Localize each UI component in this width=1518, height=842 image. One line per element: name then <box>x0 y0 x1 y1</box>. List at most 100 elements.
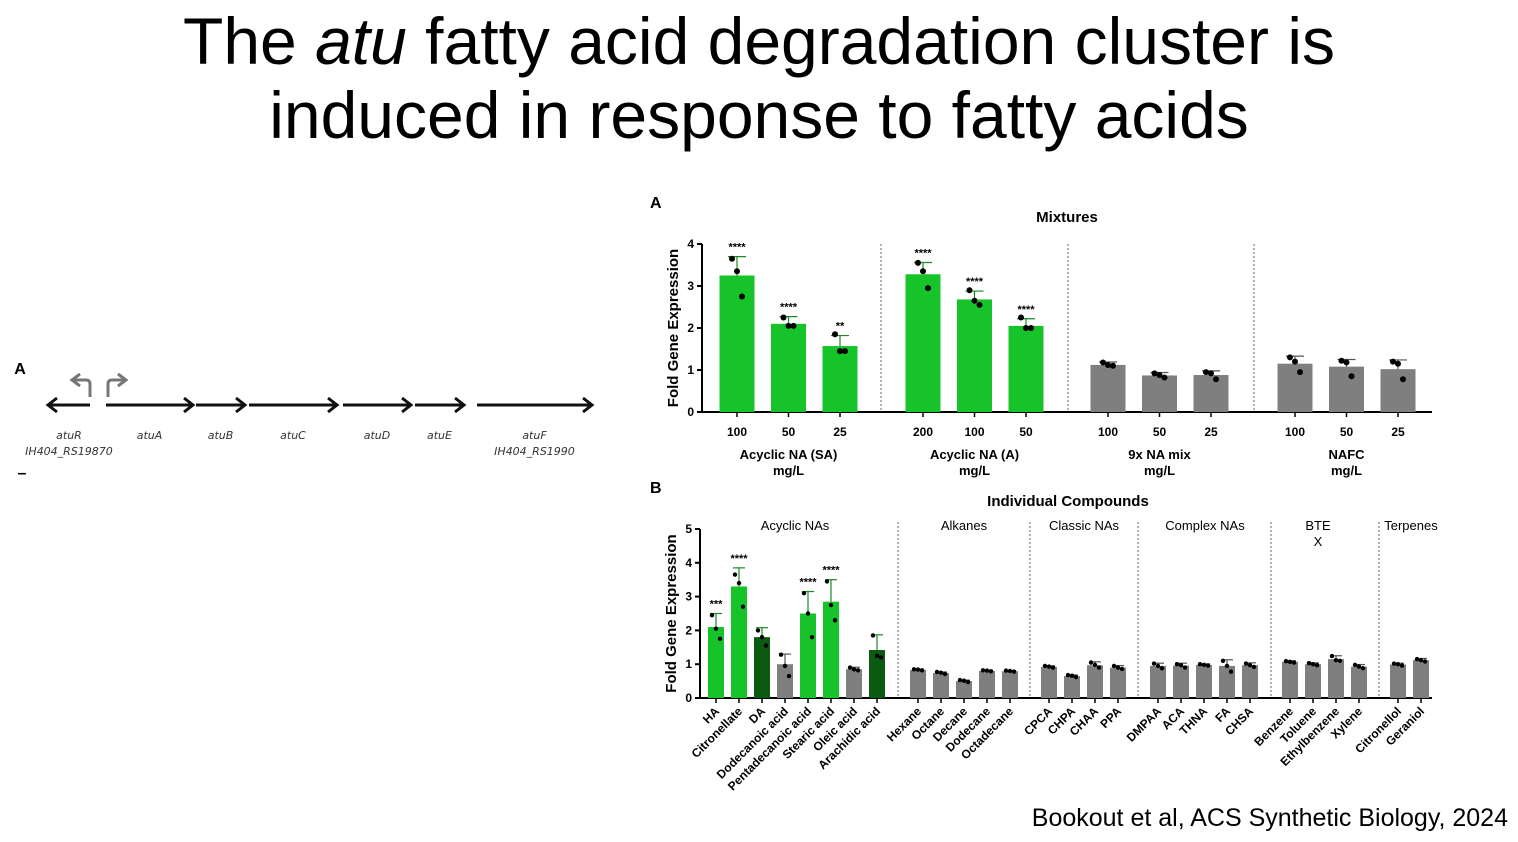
panel-0-group-3-category-label: 100 <box>1285 425 1305 439</box>
panel-0-group-3-bar <box>1380 369 1416 412</box>
panel-0-group-0-data-point <box>739 293 745 300</box>
panel-0-group-1-category-label: 100 <box>964 425 984 439</box>
panel-1-group-0-data-point <box>824 579 830 584</box>
panel-1-group-1-data-point <box>988 669 994 674</box>
gene-label-atuB: atuB <box>208 429 234 442</box>
panel-1-group-3-name: Complex NAs <box>1165 518 1245 533</box>
panel-0-group-1-data-point <box>925 285 931 292</box>
panel-0-group-3-data-point <box>1343 359 1350 366</box>
panel-0-group-1-data-point <box>971 297 978 304</box>
panel-1-group-0-bar <box>777 664 793 698</box>
panel-1-group-0-significance: *** <box>710 599 724 611</box>
panel-1-group-2-data-point <box>1069 673 1075 678</box>
panel-1-group-3-category-label: DMPAA <box>1124 704 1165 745</box>
panel-0-group-2-category-label: 50 <box>1153 425 1167 439</box>
panel-1-group-3-data-point <box>1174 662 1180 667</box>
panel-1-group-4-data-point <box>1329 653 1335 659</box>
panel-1-y-tick-label: 0 <box>685 691 692 705</box>
panel-1-group-4-data-point <box>1314 663 1320 668</box>
panel-0-group-1-data-point <box>976 301 983 308</box>
panel-1-group-3-data-point <box>1159 666 1165 671</box>
panel-1-group-0-data-point <box>717 636 723 642</box>
panel-0-group-3-bar <box>1329 366 1364 412</box>
citation: Bookout et al, ACS Synthetic Biology, 20… <box>1031 804 1508 832</box>
panel-0-group-3-data-point <box>1292 358 1298 365</box>
panel-0-group-3-data-point <box>1348 373 1355 380</box>
panel-0-label: A <box>650 195 662 212</box>
gene-arrowhead-atuB <box>235 396 248 414</box>
panel-0-group-1-name: Acyclic NA (A) <box>930 447 1019 462</box>
panel-1-group-0-data-point <box>847 665 853 670</box>
panel-0-group-2-data-point <box>1203 369 1209 376</box>
panel-1-group-1-bar <box>933 672 949 698</box>
panel-1-group-5-bar <box>1390 664 1406 698</box>
panel-1-group-3-data-point <box>1178 663 1184 668</box>
panel-0-group-0-data-point <box>734 268 740 275</box>
panel-1-group-4-data-point <box>1360 666 1366 671</box>
panel-1-group-3-data-point <box>1243 661 1249 666</box>
panel-0-group-0-significance: **** <box>780 302 798 314</box>
panel-1-group-1-data-point <box>980 668 986 673</box>
panel-0-group-1-bar <box>1008 325 1044 412</box>
panel-1-group-4-data-point <box>1291 660 1297 665</box>
panel-1-group-0-bar <box>708 627 724 698</box>
panel-0-group-0-data-point <box>832 331 838 338</box>
promoter-arrow-right <box>106 378 124 397</box>
gene-arrowhead-atuF <box>582 396 595 414</box>
panel-0-group-1-unit: mg/L <box>959 463 990 478</box>
panel-0-group-3-bar <box>1277 363 1313 412</box>
panel-0-y-label: Fold Gene Expression <box>665 249 682 407</box>
panel-0-group-1-data-point <box>920 268 926 275</box>
panel-1-group-0-bar <box>731 586 747 698</box>
gene-locus-atuF: IH404_RS1990 <box>494 445 575 458</box>
panel-0-group-3-name: NAFC <box>1328 447 1365 462</box>
panel-1-group-0-data-point <box>828 602 834 608</box>
panel-0-group-1-data-point <box>1018 314 1024 321</box>
panel-0-group-2-category-label: 100 <box>1098 425 1118 439</box>
panel-0-group-0-bar <box>822 346 858 412</box>
panel-1-group-5-data-point <box>1395 662 1401 667</box>
panel-1-group-1-data-point <box>942 671 948 677</box>
promoter-arrowhead-left <box>69 372 81 388</box>
panel-1-group-3-bar <box>1242 665 1258 698</box>
panel-1-y-label: Fold Gene Expression <box>663 534 680 692</box>
panel-0-y-tick-label: 1 <box>687 363 694 377</box>
panel-1-group-1-data-point <box>911 667 917 672</box>
panel-0-y-tick-label: 4 <box>687 237 694 251</box>
panel-1-group-4-name: BTE <box>1305 518 1331 533</box>
panel-1-group-2-data-point <box>1119 666 1125 672</box>
panel-0-group-1-bar <box>905 274 941 412</box>
panel-1-group-0-data-point <box>778 652 784 657</box>
panel-1-group-1-data-point <box>934 669 940 675</box>
panel-1-group-4-data-point <box>1310 662 1316 667</box>
panel-1-group-3-data-point <box>1224 663 1230 669</box>
panel-1-y-tick-label: 4 <box>685 556 692 570</box>
gene-arrowhead-atuE <box>454 396 467 414</box>
panel-1-group-1-data-point <box>984 668 990 673</box>
gene-label-atuF: atuF <box>522 429 547 442</box>
panel-1-group-0-data-point <box>709 612 715 618</box>
panel-1-group-2-data-point <box>1065 672 1071 678</box>
panel-1-group-0-name: Acyclic NAs <box>761 518 830 533</box>
panel-0-title: Mixtures <box>1036 209 1098 226</box>
panel-0-group-0-unit: mg/L <box>773 463 804 478</box>
panel-1-y-tick-label: 1 <box>685 657 692 671</box>
slide-title: The atu fatty acid degradation cluster i… <box>0 4 1518 152</box>
panel-0-group-2-data-point <box>1156 372 1163 379</box>
panel-0-group-3-data-point <box>1400 376 1406 383</box>
panel-1-group-5-data-point <box>1391 661 1397 666</box>
panel-0-group-3-category-label: 50 <box>1340 425 1354 439</box>
panel-1-group-0-bar <box>800 613 816 698</box>
panel-1-group-4-bar <box>1282 661 1298 698</box>
panel-0-group-0-category-label: 50 <box>782 425 796 439</box>
panel-1-group-5-data-point <box>1418 657 1424 663</box>
panel-0-group-2-data-point <box>1213 376 1219 383</box>
panel-1-group-1-bar <box>1002 671 1018 698</box>
panel-1-group-1-data-point <box>961 678 967 683</box>
panel-1-group-0-data-point <box>786 673 792 679</box>
panel-1-group-2-data-point <box>1042 663 1048 669</box>
panel-1-group-2-category-label: PPA <box>1097 704 1124 731</box>
panel-0-group-0-data-point <box>785 322 792 329</box>
panel-1-group-0-data-point <box>832 618 838 623</box>
